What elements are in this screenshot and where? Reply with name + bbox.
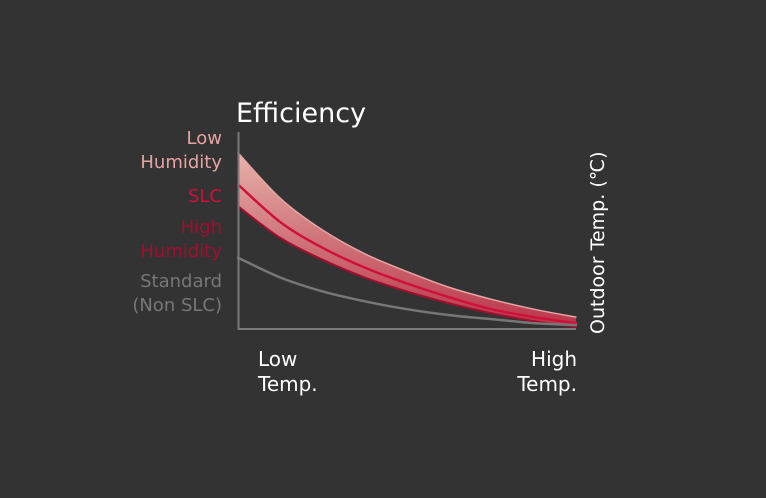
x-tick-low: Temp. [257,372,318,396]
series-line-low-humidity [237,152,577,318]
legend-label-standard-non-slc: (Non SLC) [132,295,222,316]
legend-label-high-humidity: High [181,217,222,238]
legend-label-standard-non-slc: Standard [140,271,222,292]
x-tick-low: Low [258,347,297,371]
legend: Low Humidity SLC High Humidity Standard (Non S… [132,128,222,316]
chart-title: Efficiency [236,98,366,129]
humidity-band [238,152,576,327]
series-line-standard-non-slc [236,256,578,327]
legend-label-low-humidity: Low [187,128,222,149]
plot-area [236,152,578,328]
series-line-slc [236,183,578,325]
x-tick-high: High [531,347,577,371]
x-tick-high: Temp. [516,372,577,396]
x-axis-title: Outdoor Temp. (℃) [587,152,609,335]
legend-label-low-humidity: Humidity [140,152,222,173]
series-line-high-humidity [237,205,577,328]
legend-label-slc: SLC [188,186,222,207]
legend-label-high-humidity: Humidity [140,241,222,262]
